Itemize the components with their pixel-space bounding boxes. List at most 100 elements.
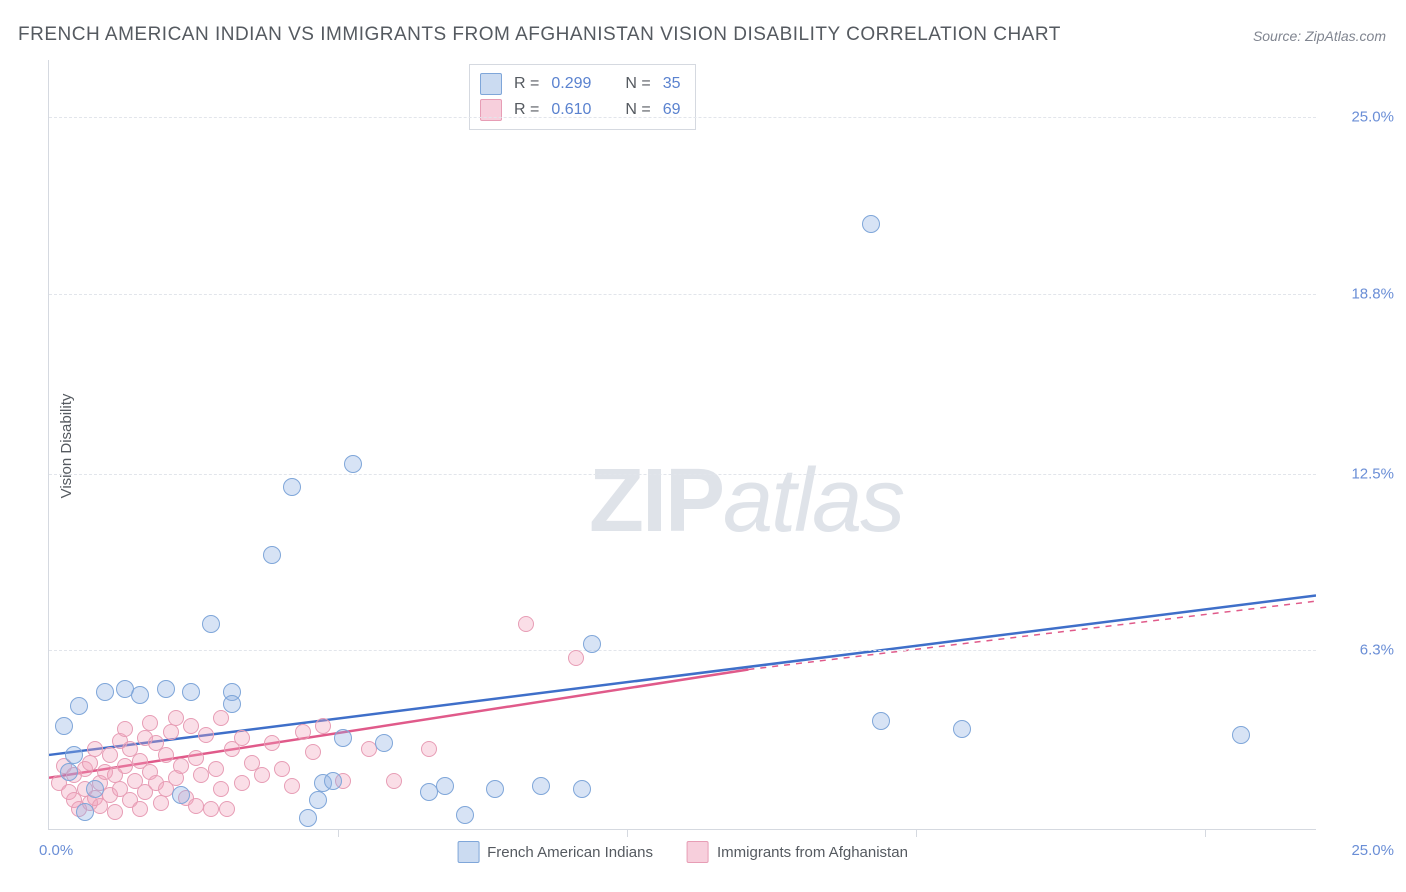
x-tick (627, 829, 628, 837)
bottom-legend: French American Indians Immigrants from … (457, 841, 908, 863)
scatter-point (76, 803, 94, 821)
x-tick (1205, 829, 1206, 837)
scatter-point (198, 727, 214, 743)
scatter-point (295, 724, 311, 740)
scatter-point (284, 778, 300, 794)
stats-row-pink: R = 0.610 N = 69 (480, 97, 681, 123)
scatter-point (96, 683, 114, 701)
scatter-point (158, 747, 174, 763)
scatter-point (168, 710, 184, 726)
scatter-point (334, 729, 352, 747)
scatter-point (421, 741, 437, 757)
scatter-point (532, 777, 550, 795)
scatter-point (283, 478, 301, 496)
scatter-point (203, 801, 219, 817)
scatter-point (213, 710, 229, 726)
r-label: R = (514, 71, 539, 97)
scatter-point (213, 781, 229, 797)
scatter-point (274, 761, 290, 777)
legend-label-pink: Immigrants from Afghanistan (717, 844, 908, 861)
scatter-point (117, 721, 133, 737)
stats-row-blue: R = 0.299 N = 35 (480, 71, 681, 97)
y-tick-label: 12.5% (1324, 465, 1394, 482)
y-tick-label: 6.3% (1324, 642, 1394, 659)
scatter-point (436, 777, 454, 795)
gridline (49, 650, 1316, 651)
scatter-point (223, 695, 241, 713)
r-value-blue: 0.299 (551, 71, 591, 97)
y-tick-label: 25.0% (1324, 109, 1394, 126)
watermark: ZIPatlas (589, 450, 903, 553)
scatter-point (324, 772, 342, 790)
legend-item-pink: Immigrants from Afghanistan (687, 841, 908, 863)
x-tick-0: 0.0% (39, 842, 73, 859)
scatter-point (208, 761, 224, 777)
scatter-point (234, 775, 250, 791)
chart-title: FRENCH AMERICAN INDIAN VS IMMIGRANTS FRO… (18, 24, 1061, 46)
watermark-atlas: atlas (723, 451, 903, 551)
r-value-pink: 0.610 (551, 97, 591, 123)
legend-label-blue: French American Indians (487, 844, 653, 861)
gridline (49, 474, 1316, 475)
scatter-point (173, 758, 189, 774)
scatter-point (305, 744, 321, 760)
scatter-point (131, 686, 149, 704)
scatter-point (486, 780, 504, 798)
plot-area: ZIPatlas R = 0.299 N = 35 R = 0.610 N = … (48, 60, 1316, 830)
scatter-point (953, 720, 971, 738)
scatter-point (82, 755, 98, 771)
scatter-point (263, 546, 281, 564)
scatter-point (344, 455, 362, 473)
scatter-point (102, 747, 118, 763)
x-tick (916, 829, 917, 837)
x-tick-max: 25.0% (1324, 842, 1394, 859)
gridline (49, 117, 1316, 118)
scatter-point (234, 730, 250, 746)
scatter-point (172, 786, 190, 804)
scatter-point (568, 650, 584, 666)
scatter-point (583, 635, 601, 653)
r-label: R = (514, 97, 539, 123)
scatter-point (183, 718, 199, 734)
y-tick-label: 18.8% (1324, 285, 1394, 302)
scatter-point (193, 767, 209, 783)
scatter-point (132, 801, 148, 817)
scatter-point (86, 780, 104, 798)
n-label: N = (625, 71, 650, 97)
scatter-point (456, 806, 474, 824)
n-value-blue: 35 (663, 71, 681, 97)
gridline (49, 294, 1316, 295)
scatter-point (55, 717, 73, 735)
scatter-point (375, 734, 393, 752)
scatter-point (107, 804, 123, 820)
scatter-point (188, 798, 204, 814)
scatter-point (862, 215, 880, 233)
legend-item-blue: French American Indians (457, 841, 653, 863)
scatter-point (182, 683, 200, 701)
x-tick (338, 829, 339, 837)
scatter-point (157, 680, 175, 698)
scatter-point (254, 767, 270, 783)
scatter-point (117, 758, 133, 774)
watermark-zip: ZIP (589, 451, 723, 551)
swatch-pink-icon (687, 841, 709, 863)
scatter-point (872, 712, 890, 730)
chart-container: FRENCH AMERICAN INDIAN VS IMMIGRANTS FRO… (0, 0, 1406, 892)
scatter-point (163, 724, 179, 740)
source-label: Source: ZipAtlas.com (1253, 28, 1386, 44)
scatter-point (153, 795, 169, 811)
scatter-point (65, 746, 83, 764)
swatch-blue-icon (457, 841, 479, 863)
scatter-point (142, 715, 158, 731)
n-label: N = (625, 97, 650, 123)
scatter-point (202, 615, 220, 633)
stats-legend: R = 0.299 N = 35 R = 0.610 N = 69 (469, 64, 696, 130)
scatter-point (573, 780, 591, 798)
scatter-point (264, 735, 280, 751)
swatch-blue-icon (480, 73, 502, 95)
scatter-point (1232, 726, 1250, 744)
scatter-point (219, 801, 235, 817)
scatter-point (70, 697, 88, 715)
scatter-point (188, 750, 204, 766)
scatter-point (87, 741, 103, 757)
